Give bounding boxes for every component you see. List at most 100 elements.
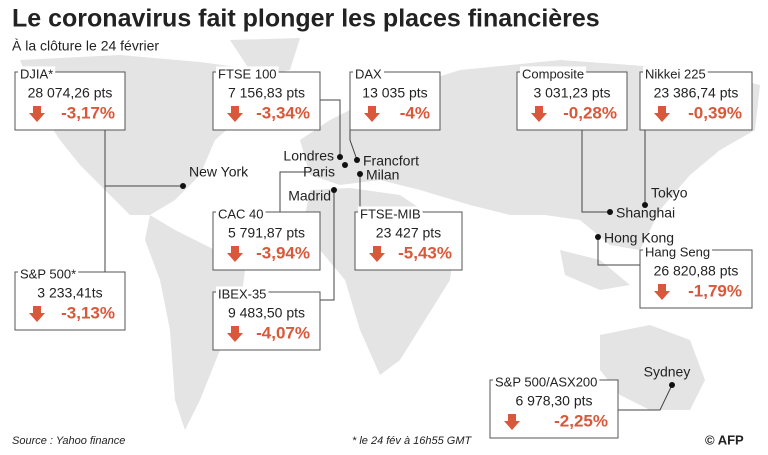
index-change: -4% bbox=[400, 103, 430, 122]
index-name: FTSE-MIB bbox=[360, 206, 421, 221]
box bbox=[212, 211, 321, 271]
city-dot bbox=[595, 234, 601, 240]
city-label: Londres bbox=[283, 148, 334, 164]
city-dot bbox=[337, 154, 343, 160]
down-arrow bbox=[369, 246, 385, 262]
index-name: CAC 40 bbox=[218, 206, 264, 221]
city-label: Madrid bbox=[288, 188, 331, 204]
index-box: CAC 40 5 791,87 pts -3,94% bbox=[212, 206, 321, 271]
label-bg bbox=[358, 206, 423, 222]
index-value: 5 791,87 pts bbox=[228, 225, 305, 241]
down-arrow bbox=[364, 106, 380, 122]
index-box: Hang Seng 26 820,88 pts -1,79% bbox=[639, 244, 753, 309]
box bbox=[516, 71, 628, 131]
index-value: 13 035 pts bbox=[362, 85, 427, 101]
label-bg bbox=[643, 244, 713, 260]
index-change: -3,13% bbox=[61, 303, 115, 322]
city-dot bbox=[669, 382, 675, 388]
down-arrow bbox=[654, 284, 670, 300]
index-name: S&P 500* bbox=[20, 266, 76, 281]
down-arrow bbox=[29, 106, 45, 122]
index-box: S&P 500/ASX200 6 978,30 pts -2,25% bbox=[489, 374, 619, 439]
index-change: -2,25% bbox=[554, 411, 608, 430]
box bbox=[639, 249, 753, 309]
index-change: -3,34% bbox=[256, 103, 310, 122]
city-label: Tokyo bbox=[651, 185, 688, 201]
index-value: 9 483,50 pts bbox=[228, 305, 305, 321]
index-box: Composite 3 031,23 pts -0,28% bbox=[516, 66, 628, 131]
index-value: 28 074,26 pts bbox=[28, 85, 113, 101]
source: Source : Yahoo finance bbox=[12, 435, 125, 447]
index-value: 23 386,74 pts bbox=[654, 85, 739, 101]
down-arrow bbox=[29, 306, 45, 322]
index-change: -3,17% bbox=[61, 103, 115, 122]
index-name: IBEX-35 bbox=[218, 286, 266, 301]
box bbox=[14, 271, 126, 331]
city-dot bbox=[354, 157, 360, 163]
index-change: -0,28% bbox=[563, 103, 617, 122]
index-change: -4,07% bbox=[256, 323, 310, 342]
city-dot bbox=[357, 171, 363, 177]
title: Le coronavirus fait plonger les places f… bbox=[12, 5, 600, 33]
index-change: -1,79% bbox=[688, 281, 742, 300]
down-arrow bbox=[654, 106, 670, 122]
subtitle: À la clôture le 24 février bbox=[12, 38, 159, 54]
index-value: 6 978,30 pts bbox=[515, 393, 592, 409]
down-arrow bbox=[504, 414, 520, 430]
box bbox=[212, 291, 321, 351]
city-dot bbox=[607, 209, 613, 215]
index-name: S&P 500/ASX200 bbox=[495, 374, 597, 389]
index-box: FTSE 100 7 156,83 pts -3,34% bbox=[212, 66, 321, 131]
index-value: 3 233,41ts bbox=[37, 285, 102, 301]
label-bg bbox=[216, 286, 269, 302]
index-box: IBEX-35 9 483,50 pts -4,07% bbox=[212, 286, 321, 351]
city-dot bbox=[180, 183, 186, 189]
index-box: DJIA* 28 074,26 pts -3,17% bbox=[14, 66, 126, 131]
city-label: Milan bbox=[366, 167, 399, 183]
label-bg bbox=[520, 66, 587, 82]
city-dot bbox=[642, 202, 648, 208]
index-box: Nikkei 225 23 386,74 pts -0,39% bbox=[639, 66, 753, 131]
index-name: Nikkei 225 bbox=[645, 66, 706, 81]
label-bg bbox=[353, 66, 385, 82]
city-dot bbox=[331, 187, 337, 193]
index-change: -3,94% bbox=[256, 243, 310, 262]
box bbox=[14, 71, 126, 131]
label-bg bbox=[216, 206, 266, 222]
city-label: Shanghai bbox=[616, 205, 675, 221]
city-label: Sydney bbox=[644, 364, 691, 380]
city-label: Francfort bbox=[363, 153, 419, 169]
city-dot bbox=[342, 162, 348, 168]
index-change: -5,43% bbox=[398, 243, 452, 262]
index-box: FTSE-MIB 23 427 pts -5,43% bbox=[354, 206, 463, 271]
label-bg bbox=[18, 66, 56, 82]
index-name: Composite bbox=[522, 66, 584, 81]
box bbox=[354, 211, 463, 271]
down-arrow bbox=[227, 246, 243, 262]
index-value: 26 820,88 pts bbox=[654, 263, 739, 279]
label-bg bbox=[18, 266, 79, 282]
index-value: 3 031,23 pts bbox=[533, 85, 610, 101]
box bbox=[212, 71, 321, 131]
index-box: S&P 500* 3 233,41ts -3,13% bbox=[14, 266, 126, 331]
city-label: Hong Kong bbox=[604, 230, 674, 246]
index-name: DJIA* bbox=[20, 66, 53, 81]
index-name: DAX bbox=[355, 66, 382, 81]
note: * le 24 fév à 16h55 GMT bbox=[352, 435, 473, 447]
city-label: New York bbox=[189, 164, 249, 180]
down-arrow bbox=[227, 326, 243, 342]
index-box: DAX 13 035 pts -4% bbox=[349, 66, 441, 131]
index-name: Hang Seng bbox=[645, 244, 710, 259]
down-arrow bbox=[227, 106, 243, 122]
index-change: -0,39% bbox=[688, 103, 742, 122]
box bbox=[349, 71, 441, 131]
box bbox=[639, 71, 753, 131]
index-value: 23 427 pts bbox=[376, 225, 441, 241]
label-bg bbox=[643, 66, 708, 82]
label-bg bbox=[216, 66, 279, 82]
credit: © AFP bbox=[705, 432, 744, 447]
down-arrow bbox=[531, 106, 547, 122]
index-name: FTSE 100 bbox=[218, 66, 277, 81]
city-label: Paris bbox=[303, 164, 335, 180]
